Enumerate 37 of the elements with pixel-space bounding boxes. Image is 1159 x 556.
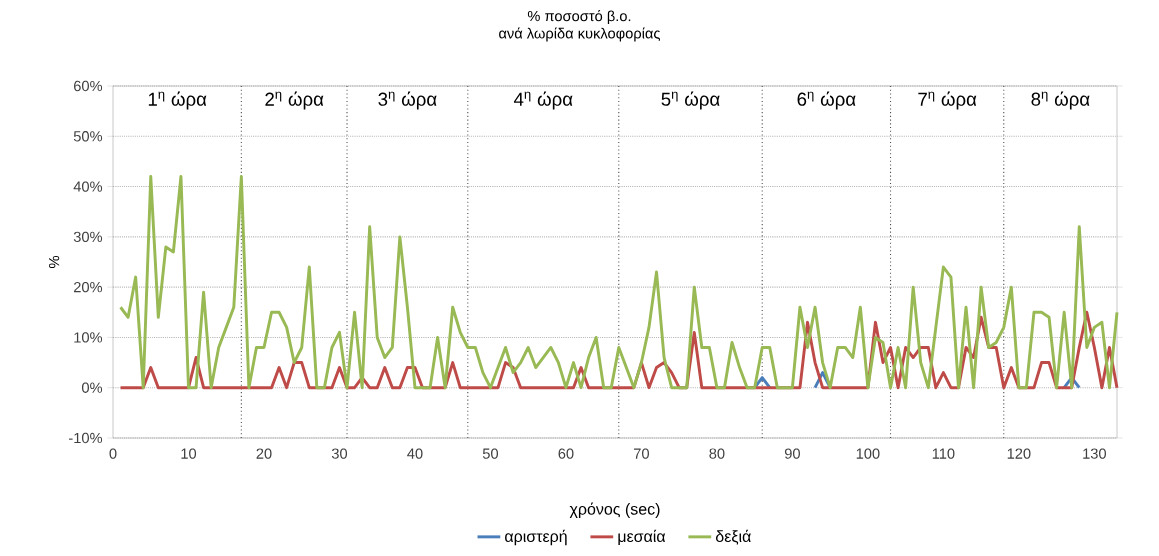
annotation: 3$^{η}$ ώρα — [378, 91, 437, 110]
y-tick-label: 0% — [81, 382, 103, 393]
x-tick-label: 50 — [482, 448, 499, 459]
x-tick-label: 0 — [109, 448, 117, 459]
annotation: 2$^{η}$ ώρα — [265, 91, 324, 110]
x-tick-label: 120 — [1007, 448, 1031, 459]
annotation: 6$^{η}$ ώρα — [797, 91, 856, 110]
y-tick-label: 50% — [73, 131, 103, 142]
y-tick-label: 30% — [73, 231, 103, 243]
x-tick-label: 110 — [932, 448, 955, 459]
x-tick-label: 130 — [1083, 448, 1106, 459]
y-tick-label: 40% — [73, 181, 103, 192]
x-tick-label: 20 — [256, 448, 272, 459]
annotation: 4$^{η}$ ώρα — [513, 91, 573, 110]
legend-label: μεσαία — [618, 529, 666, 545]
chart-title: % ποσοστό β.ο. — [527, 10, 631, 25]
y-axis-title: % — [48, 256, 60, 268]
annotation: 7$^{η}$ ώρα — [918, 91, 977, 110]
x-tick-label: 100 — [856, 448, 880, 459]
x-tick-label: 90 — [784, 448, 800, 459]
y-tick-label: 10% — [74, 332, 103, 343]
x-tick-label: 80 — [709, 448, 725, 459]
x-axis-title: χρόνος (sec) — [569, 502, 660, 518]
x-tick-label: 70 — [634, 448, 649, 459]
legend-label: αριστερή — [505, 529, 567, 546]
annotation: 8$^{η}$ ώρα — [1031, 91, 1090, 110]
annotation: 5$^{η}$ ώρα — [661, 91, 720, 110]
x-tick-label: 10 — [181, 448, 197, 459]
chart-subtitle: ανά λωρίδα κυκλοφορίας — [499, 27, 661, 42]
x-tick-label: 40 — [407, 448, 423, 459]
y-tick-label: 60% — [74, 80, 103, 92]
x-tick-label: 30 — [331, 448, 348, 459]
legend-label: δεξιά — [715, 529, 751, 545]
annotation: 1$^{η}$ ώρα — [148, 91, 207, 110]
x-tick-label: 60 — [558, 448, 574, 459]
y-tick-label: -10% — [69, 432, 103, 444]
y-tick-label: 20% — [73, 281, 103, 293]
